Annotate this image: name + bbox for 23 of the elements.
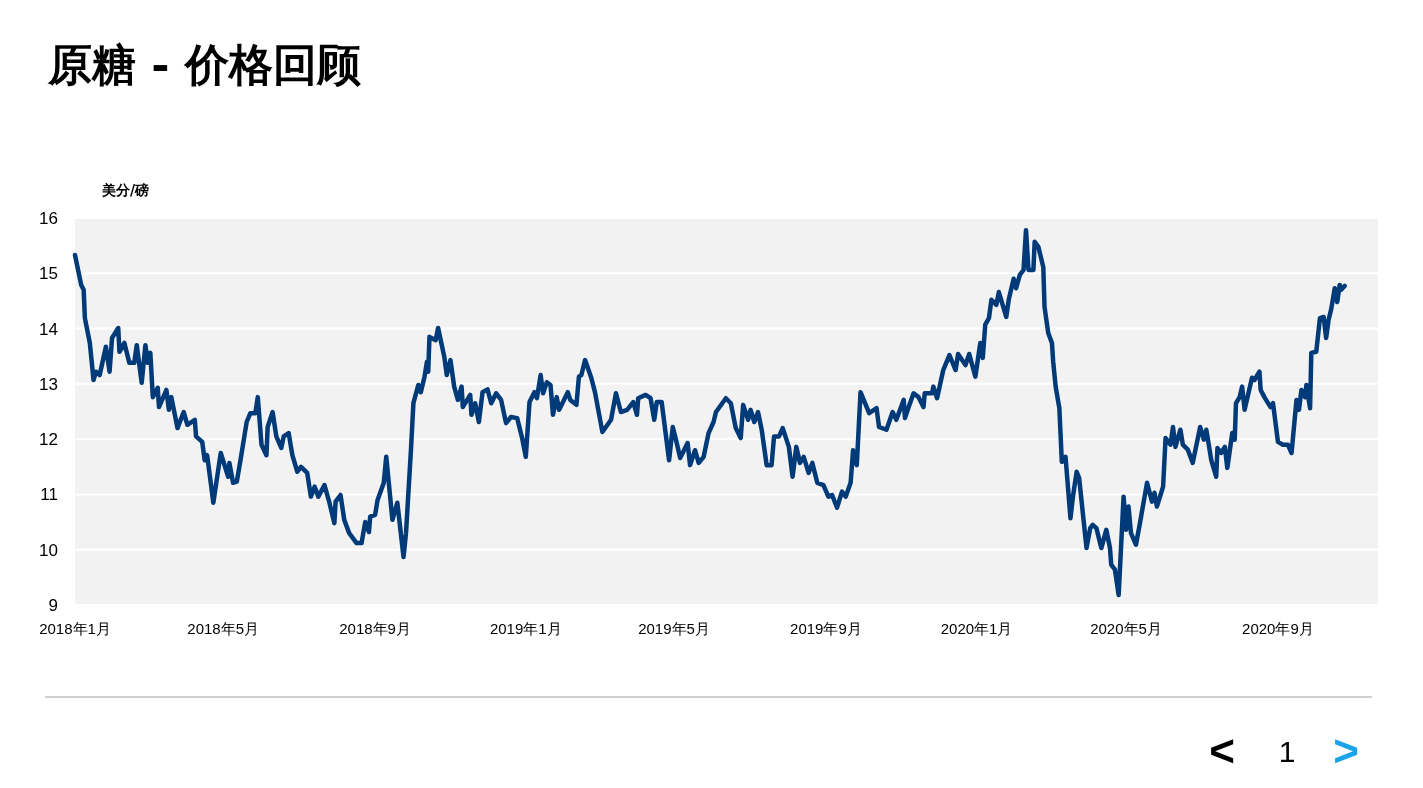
y-axis-title: 美分/磅: [101, 182, 150, 198]
y-tick-label: 13: [39, 374, 58, 394]
y-tick-label: 12: [39, 430, 58, 450]
x-tick-label: 2019年9月: [790, 620, 862, 637]
chart-title: 原糖 - 价格回顾: [47, 39, 361, 90]
x-tick-label: 2020年1月: [940, 620, 1013, 637]
y-tick-label: 9: [48, 596, 58, 615]
text: <: [1209, 726, 1235, 775]
x-tick-label: 2018年9月: [339, 620, 411, 637]
x-tick-label: 2018年5月: [187, 620, 260, 637]
y-tick-label: 15: [39, 264, 58, 284]
x-tick-label: 2020年9月: [1242, 620, 1314, 637]
y-tick-label: 11: [40, 485, 58, 505]
x-tick-label: 2020年5月: [1090, 620, 1162, 637]
x-tick-label: 2018年1月: [39, 620, 111, 637]
x-tick-label: 2019年5月: [638, 620, 710, 637]
x-tick-label: 2019年1月: [489, 620, 562, 637]
text: >: [1333, 726, 1359, 775]
y-tick-label: 10: [39, 540, 58, 560]
y-tick-label: 16: [39, 209, 58, 228]
y-tick-label: 14: [39, 319, 58, 339]
line-series: [72, 227, 1347, 598]
text: 1: [1278, 735, 1296, 768]
